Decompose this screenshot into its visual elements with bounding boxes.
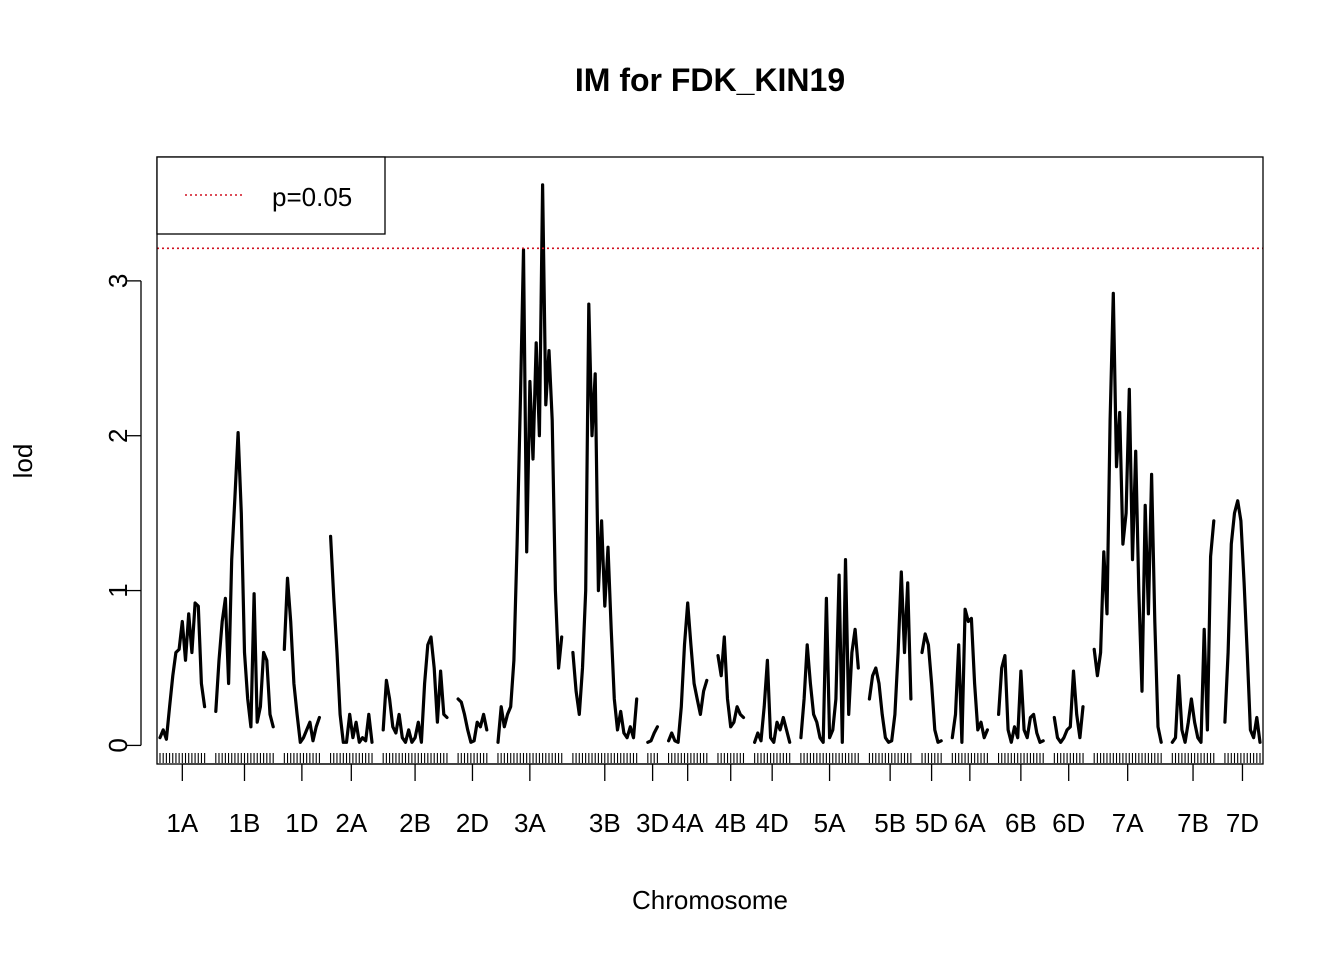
x-tick-label: 6A [954,808,986,838]
legend-threshold-label: p=0.05 [272,182,352,212]
y-tick-label: 1 [103,583,133,597]
x-tick-label: 2D [456,808,489,838]
y-axis-label: lod [8,444,38,479]
lod-curve-6d [1052,669,1085,744]
x-tick-label: 6D [1052,808,1085,838]
chart-title: IM for FDK_KIN19 [575,62,845,98]
lod-curve-6b [997,654,1045,744]
x-tick-label: 3B [589,808,621,838]
lod-curve-3d [646,725,659,744]
x-tick-label: 6B [1005,808,1037,838]
lod-curve-7a [1092,291,1163,744]
marker-rug [159,753,1261,763]
lod-curve-4d [753,658,792,744]
x-tick-label: 1B [229,808,261,838]
lod-curve-2d [456,697,489,744]
lod-curve-5b [867,570,913,744]
y-tick-label: 0 [103,738,133,752]
lod-curve-1b [214,431,275,729]
x-tick-label: 4A [672,808,704,838]
lod-curve-2b [381,635,449,744]
lod-curve-7b [1170,519,1216,744]
lod-curve-3b [571,302,639,740]
lod-curve-7d [1223,499,1262,744]
legend: p=0.05 [156,156,386,235]
x-axis-label: Chromosome [632,885,788,915]
y-tick-label: 3 [103,274,133,288]
lod-curve-5d [920,632,943,744]
lod-curve-1d [282,576,321,744]
x-tick-label: 7A [1112,808,1144,838]
x-tick-label: 5D [915,808,948,838]
x-tick-label: 2B [399,808,431,838]
x-tick-label: 7B [1177,808,1209,838]
x-tick-label: 1D [285,808,318,838]
x-axis: 1A 1B 1D 2A 2B 2D 3A 3B 3D 4A 4B 4D 5A 5B 5D 6A 6B 6D 7A 7B… [166,763,1259,838]
x-tick-label: 4B [715,808,747,838]
y-tick-label: 2 [103,428,133,442]
x-tick-label: 5A [814,808,846,838]
lod-curve-4b [716,635,746,729]
lod-curve-4a [667,601,709,744]
y-axis: 0 1 2 3 [103,274,142,753]
x-tick-label: 5B [874,808,906,838]
lod-curve-6a [950,607,989,744]
lod-curve-2a [329,534,374,744]
lod-curve-3a [496,183,564,744]
x-tick-label: 3D [636,808,669,838]
lod-curve-1a [158,601,207,741]
x-tick-label: 1A [166,808,198,838]
x-tick-label: 3A [514,808,546,838]
x-tick-label: 7D [1226,808,1259,838]
lod-curve-5a [799,558,860,744]
lod-curves [158,183,1262,744]
plot-frame [156,156,1264,765]
x-tick-label: 2A [335,808,367,838]
x-tick-label: 4D [756,808,789,838]
